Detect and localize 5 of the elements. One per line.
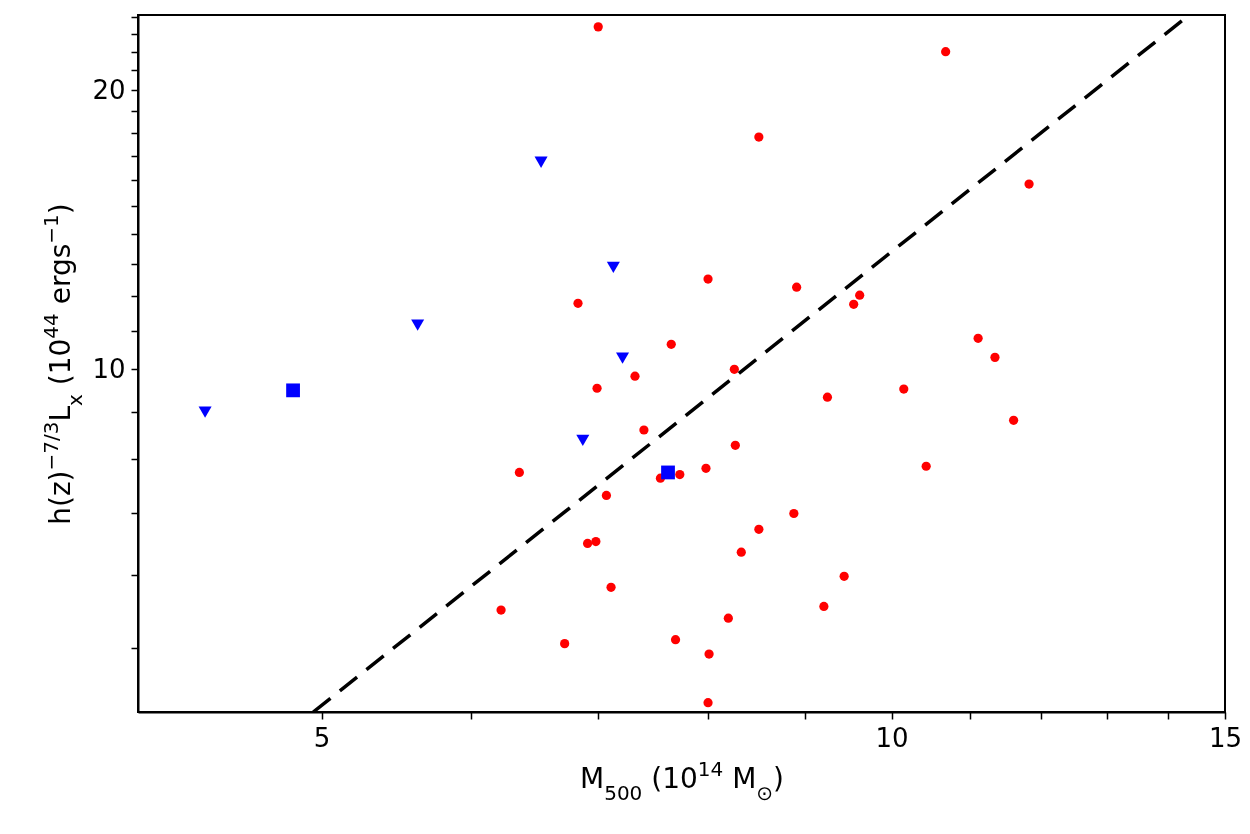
x-tick-label: 10 — [875, 722, 909, 753]
y-tick-label: 20 — [92, 74, 126, 105]
x-axis-title: M$_{500}$ (10$^{14}$ M$_{⊙}$) — [579, 756, 785, 805]
x-tick-label: 5 — [313, 722, 331, 753]
x-tick-label: 15 — [1208, 722, 1243, 753]
